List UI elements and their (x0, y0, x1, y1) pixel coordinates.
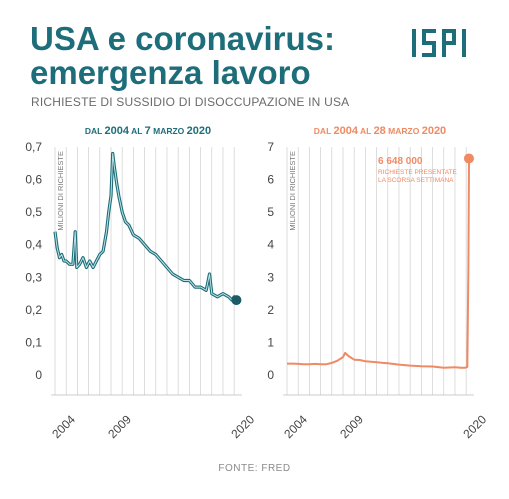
page-title: USA e coronavirus: emergenza lavoro (30, 22, 335, 90)
y-tick-label: 7 (267, 140, 274, 154)
y-tick-label: 0,2 (25, 303, 42, 317)
x-tick-label: 2009 (337, 412, 366, 441)
y-tick-label: 0 (267, 368, 274, 382)
chart-1: 0 0,1 0,2 0,3 0,4 0,5 0,6 0,7 MILIONI DI RICHIES… (25, 125, 257, 441)
annotation-value: 6 648 000 (378, 156, 423, 167)
x-tick-label: 2020 (460, 412, 489, 441)
y-tick-label: 0,6 (25, 173, 42, 187)
y-tick-label: 0,3 (25, 270, 42, 284)
title-line-1: USA e coronavirus: (30, 20, 336, 57)
annotation-line: LA SCORSA SETTIMANA (378, 177, 454, 184)
chart-title: DAL 2004 AL 7 MARZO 2020 (85, 125, 211, 137)
y-axis-label: MILIONI DI RICHIESTE (56, 151, 65, 231)
ispi-logo (412, 29, 466, 57)
chart-2: 0 1 2 3 4 5 6 7 MILIONI DI RICHIESTE 2004 2009 2020… (267, 125, 489, 441)
chart-title: DAL 2004 AL 28 MARZO 2020 (314, 125, 446, 137)
x-tick-label: 2009 (105, 412, 134, 441)
source-note: FONTE: FRED (218, 463, 291, 474)
end-marker (463, 153, 474, 164)
y-tick-label: 6 (267, 173, 274, 187)
y-tick-label: 0,5 (25, 205, 42, 219)
y-tick-label: 2 (267, 303, 274, 317)
y-tick-label: 1 (267, 335, 274, 349)
y-tick-label: 0,4 (25, 238, 42, 252)
series-line-highlight (54, 153, 237, 301)
title-line-2: emergenza lavoro (30, 54, 311, 91)
y-tick-label: 4 (267, 238, 274, 252)
y-tick-label: 0,1 (25, 335, 42, 349)
annotation-line: RICHIESTE PRESENTATE (378, 169, 458, 176)
y-tick-label: 0,7 (25, 140, 42, 154)
series-line (287, 158, 470, 369)
x-tick-label: 2004 (281, 412, 310, 441)
series-line-outline (53, 151, 238, 302)
x-tick-label: 2020 (228, 412, 257, 441)
y-axis-label: MILIONI DI RICHIESTE (288, 151, 297, 231)
x-tick-label: 2004 (49, 412, 78, 441)
y-tick-label: 5 (267, 205, 274, 219)
y-tick-label: 3 (267, 270, 274, 284)
y-tick-label: 0 (35, 368, 42, 382)
page-subtitle: RICHIESTE DI SUSSIDIO DI DISOCCUPAZIONE … (31, 95, 350, 109)
end-marker (231, 295, 242, 306)
